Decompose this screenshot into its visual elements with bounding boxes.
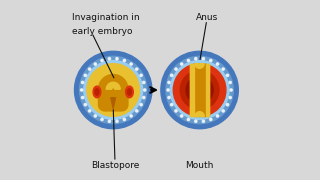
Polygon shape — [99, 75, 128, 111]
Circle shape — [108, 120, 110, 122]
Circle shape — [180, 115, 183, 117]
Circle shape — [94, 63, 96, 65]
Text: Blastopore: Blastopore — [91, 161, 139, 170]
Circle shape — [180, 63, 183, 65]
Circle shape — [216, 63, 219, 65]
Circle shape — [94, 115, 96, 117]
Circle shape — [226, 74, 229, 76]
Polygon shape — [106, 82, 120, 89]
Wedge shape — [195, 64, 204, 68]
Circle shape — [101, 118, 103, 121]
Circle shape — [226, 103, 229, 106]
Circle shape — [88, 110, 91, 112]
Circle shape — [84, 74, 86, 76]
Bar — [205, 64, 209, 116]
Circle shape — [229, 81, 231, 84]
Circle shape — [210, 59, 212, 62]
Circle shape — [186, 76, 213, 104]
Circle shape — [84, 103, 86, 106]
Circle shape — [168, 96, 170, 99]
Bar — [190, 64, 194, 116]
Bar — [202, 64, 205, 116]
Circle shape — [171, 103, 173, 106]
Circle shape — [136, 110, 138, 112]
Circle shape — [175, 68, 177, 70]
Circle shape — [180, 71, 219, 109]
Circle shape — [87, 64, 140, 116]
Circle shape — [222, 110, 224, 112]
Circle shape — [81, 89, 83, 91]
Ellipse shape — [125, 86, 133, 98]
Circle shape — [195, 58, 197, 60]
Circle shape — [123, 59, 125, 62]
Circle shape — [229, 96, 231, 99]
Circle shape — [123, 118, 125, 121]
Circle shape — [187, 59, 189, 62]
Circle shape — [84, 61, 143, 119]
Circle shape — [80, 56, 147, 124]
Circle shape — [161, 51, 238, 129]
Circle shape — [81, 81, 84, 84]
Circle shape — [130, 115, 132, 117]
Circle shape — [222, 68, 224, 70]
Circle shape — [210, 118, 212, 121]
Circle shape — [202, 58, 204, 60]
Polygon shape — [111, 98, 116, 109]
Circle shape — [175, 110, 177, 112]
Circle shape — [144, 89, 146, 91]
Circle shape — [168, 81, 170, 84]
Circle shape — [173, 64, 226, 116]
Circle shape — [136, 68, 138, 70]
Circle shape — [140, 103, 142, 106]
Bar — [194, 64, 197, 116]
Wedge shape — [195, 112, 204, 116]
Circle shape — [130, 63, 132, 65]
Circle shape — [171, 74, 173, 76]
Bar — [202, 64, 209, 116]
Text: Invagination in: Invagination in — [72, 13, 140, 22]
Circle shape — [143, 81, 145, 84]
Circle shape — [230, 89, 232, 91]
Text: Mouth: Mouth — [185, 161, 214, 170]
Circle shape — [143, 96, 145, 99]
Ellipse shape — [95, 89, 99, 95]
Circle shape — [140, 74, 142, 76]
Circle shape — [101, 59, 103, 62]
Bar — [197, 64, 202, 116]
Circle shape — [81, 96, 84, 99]
Circle shape — [216, 115, 219, 117]
Circle shape — [116, 120, 118, 122]
Circle shape — [75, 51, 152, 129]
Text: early embryo: early embryo — [72, 27, 132, 36]
Circle shape — [202, 120, 204, 122]
Circle shape — [116, 58, 118, 60]
Circle shape — [88, 68, 91, 70]
Text: Anus: Anus — [196, 13, 218, 22]
Circle shape — [195, 120, 197, 122]
Ellipse shape — [93, 86, 101, 98]
Circle shape — [166, 56, 233, 124]
Circle shape — [170, 61, 229, 119]
Circle shape — [167, 89, 169, 91]
Ellipse shape — [127, 89, 132, 95]
Bar — [190, 64, 197, 116]
Circle shape — [108, 58, 110, 60]
Circle shape — [187, 118, 189, 121]
